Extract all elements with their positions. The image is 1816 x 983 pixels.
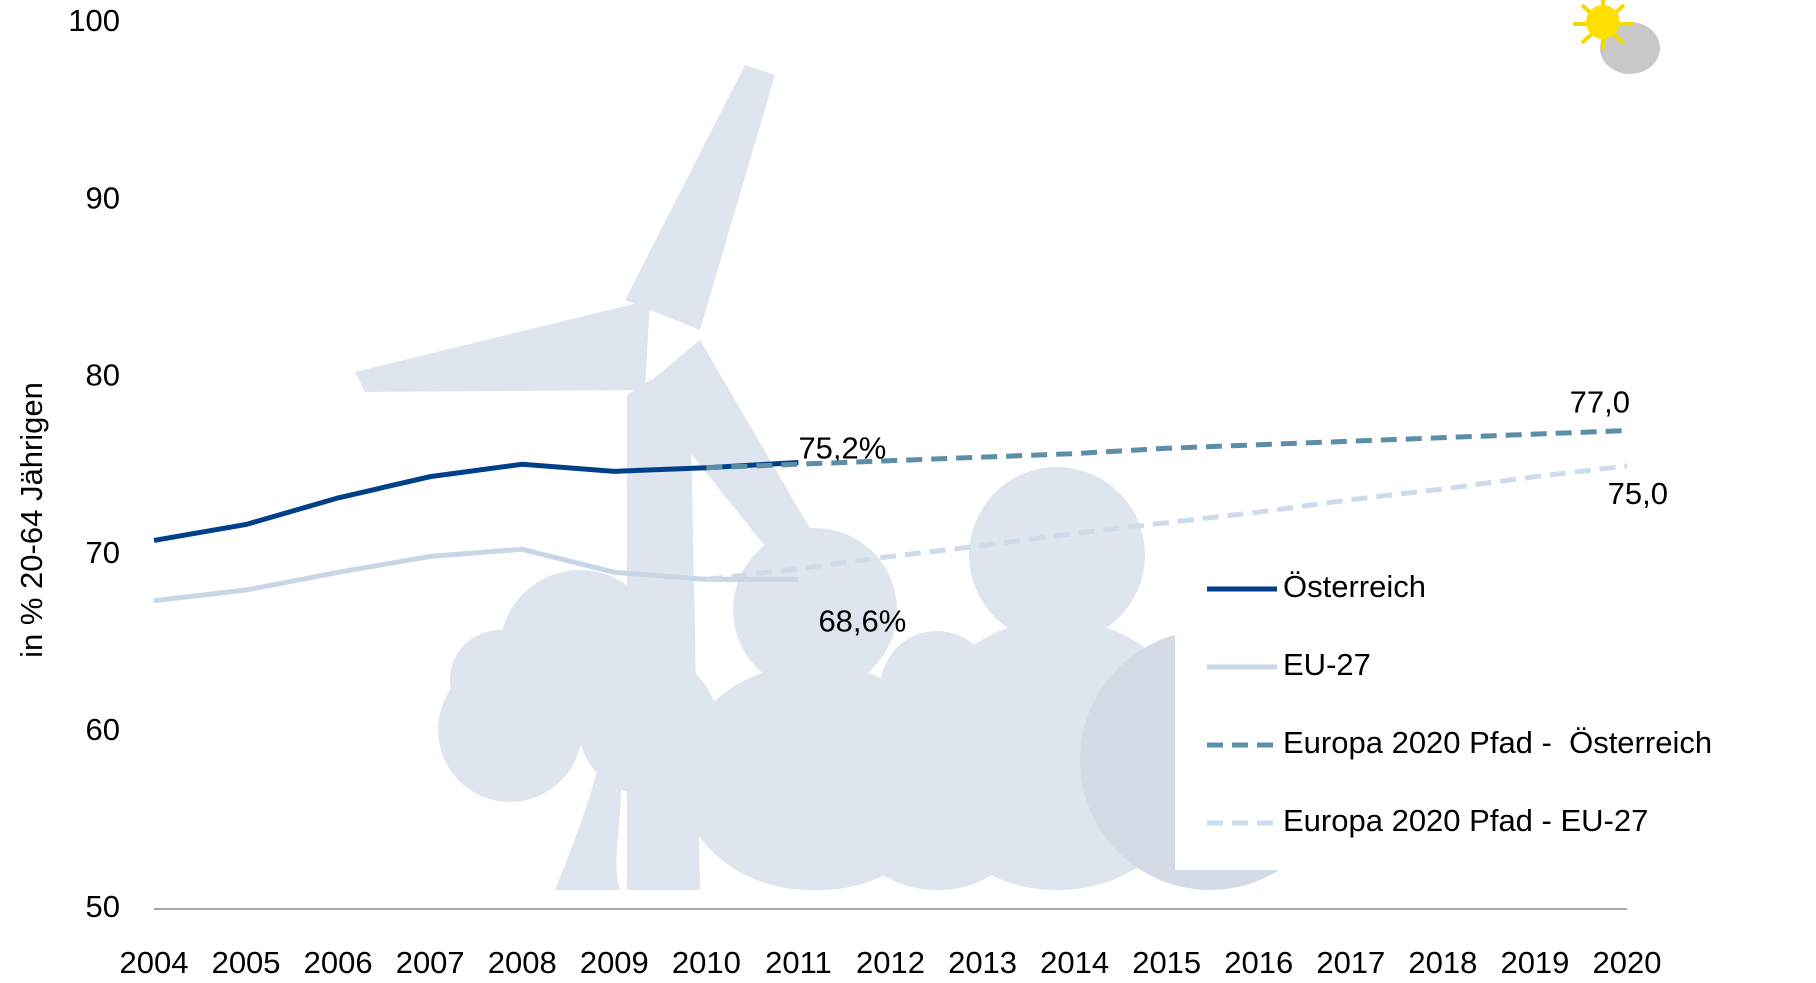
- x-tick-label: 2004: [120, 945, 189, 978]
- sun-icon: [1573, 0, 1660, 74]
- series-line: [706, 463, 1628, 582]
- x-tick-label: 2009: [580, 945, 649, 978]
- y-tick-label: 80: [86, 358, 120, 393]
- x-tick-label: 2016: [1224, 945, 1293, 978]
- data-label: 75,0: [1608, 476, 1668, 511]
- data-label: 68,6%: [818, 604, 906, 639]
- series-line: [153, 459, 799, 543]
- x-tick-label: 2020: [1593, 945, 1662, 978]
- x-tick-label: 2010: [672, 945, 741, 978]
- y-tick-label: 50: [86, 889, 120, 924]
- x-tick-label: 2013: [948, 945, 1017, 978]
- legend-label: Österreich: [1283, 569, 1426, 604]
- x-tick-label: 2006: [304, 945, 373, 978]
- legend-label: Europa 2020 Pfad - Österreich: [1283, 725, 1712, 760]
- x-tick-label: 2011: [765, 945, 832, 978]
- x-tick-label: 2019: [1500, 945, 1569, 978]
- x-tick-label: 2015: [1132, 945, 1201, 978]
- x-tick-label: 2008: [488, 945, 557, 978]
- x-tick-label: 2007: [396, 945, 465, 978]
- x-tick-label: 2012: [856, 945, 925, 978]
- x-tick-label: 2018: [1408, 945, 1477, 978]
- y-axis-label: in % 20-64 Jährigen: [14, 382, 49, 658]
- y-tick-label: 70: [86, 535, 120, 570]
- legend-label: EU-27: [1283, 647, 1371, 682]
- x-tick-label: 2005: [212, 945, 281, 978]
- y-tick-label: 60: [86, 712, 120, 747]
- x-tick-label: 2014: [1040, 945, 1109, 978]
- series-line: [706, 428, 1628, 471]
- legend-label: Europa 2020 Pfad - EU-27: [1283, 803, 1648, 838]
- legend-box: [1175, 560, 1816, 870]
- y-tick-label: 90: [86, 180, 120, 215]
- x-tick-label: 2017: [1316, 945, 1385, 978]
- data-label: 77,0: [1570, 385, 1630, 420]
- series-line: [153, 546, 799, 604]
- y-tick-label: 100: [68, 3, 120, 38]
